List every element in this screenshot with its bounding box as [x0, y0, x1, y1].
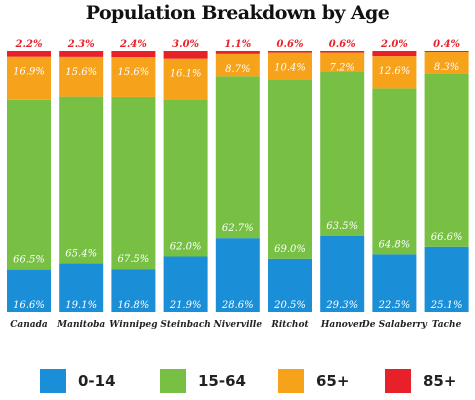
labels-layer: 16.6% 66.5% 16.9% 2.2% 19.1% 65.4% 15.6% 2.3% 16…	[13, 39, 462, 311]
category-label-de-salaberry: De Salaberry	[361, 320, 428, 330]
bar-segment-85+-hanover	[320, 51, 365, 53]
bar-segment-85+-steinbach	[163, 51, 208, 59]
bar-segment-85+-winnipeg	[111, 51, 156, 58]
legend-swatch-15-64	[160, 369, 186, 393]
legend-item-65+: 65+	[278, 368, 349, 394]
data-label-85+-manitoba: 2.3%	[67, 39, 95, 50]
data-label-15-64-de-salaberry: 64.8%	[379, 239, 411, 250]
data-label-85+-winnipeg: 2.4%	[119, 39, 147, 50]
data-label-15-64-hanover: 63.5%	[326, 221, 358, 232]
bar-segment-65+-de-salaberry	[372, 56, 417, 89]
data-label-0-14-canada: 16.6%	[13, 300, 45, 311]
legend-label-65+: 65+	[316, 372, 350, 390]
data-label-65+-manitoba: 15.6%	[65, 67, 97, 78]
data-label-65+-niverville: 8.7%	[225, 64, 250, 75]
bar-segment-65+-hanover	[320, 52, 365, 72]
category-label-tache: Tache	[432, 320, 462, 330]
legend-item-15-64: 15-64	[160, 368, 246, 394]
bar-segment-0-14-steinbach	[163, 256, 208, 312]
data-label-0-14-steinbach: 21.9%	[169, 300, 202, 311]
data-label-15-64-steinbach: 62.0%	[170, 242, 202, 253]
bar-segment-15-64-steinbach	[163, 99, 208, 257]
bar-segment-15-64-manitoba	[59, 96, 104, 264]
bar-segment-0-14-canada	[7, 269, 51, 312]
bar-segment-85+-ritchot	[268, 51, 312, 53]
legend-swatch-65+	[278, 369, 304, 393]
legend-label-0-14: 0-14	[78, 372, 116, 390]
bar-segment-15-64-winnipeg	[111, 96, 156, 270]
data-label-85+-niverville: 1.1%	[224, 39, 251, 50]
data-label-85+-canada: 2.2%	[15, 39, 43, 50]
bar-segment-0-14-manitoba	[59, 263, 104, 312]
category-label-winnipeg: Winnipeg	[109, 320, 157, 330]
bar-segment-65+-manitoba	[59, 56, 104, 97]
bar-segment-15-64-de-salaberry	[372, 88, 417, 255]
bar-segment-65+-canada	[7, 56, 51, 100]
category-labels: Canada Manitoba Winnipeg Steinbach Nivervill…	[10, 320, 461, 330]
category-label-ritchot: Ritchot	[270, 320, 309, 330]
bar-segment-85+-canada	[7, 51, 51, 57]
data-label-85+-ritchot: 0.6%	[277, 39, 304, 50]
data-label-0-14-manitoba: 19.1%	[65, 300, 97, 311]
data-label-65+-hanover: 7.2%	[329, 63, 354, 74]
chart-title: Population Breakdown by Age	[85, 2, 390, 24]
data-label-85+-hanover: 0.6%	[329, 39, 356, 50]
category-label-canada: Canada	[10, 320, 48, 330]
data-label-0-14-ritchot: 20.5%	[273, 300, 306, 311]
bar-segment-15-64-tache	[424, 73, 469, 247]
data-label-85+-steinbach: 3.0%	[172, 39, 199, 50]
bar-segment-85+-niverville	[215, 51, 260, 54]
data-label-15-64-canada: 66.5%	[13, 255, 45, 266]
bar-segment-65+-steinbach	[163, 58, 208, 100]
legend-label-15-64: 15-64	[198, 372, 246, 390]
bar-segment-15-64-niverville	[215, 76, 260, 239]
legend-item-85+: 85+	[385, 368, 456, 394]
data-label-85+-de-salaberry: 2.0%	[380, 39, 408, 50]
bar-segment-0-14-tache	[424, 246, 469, 312]
bar-segment-65+-tache	[424, 52, 469, 74]
data-label-15-64-tache: 66.6%	[431, 232, 463, 243]
data-label-0-14-de-salaberry: 22.5%	[378, 300, 411, 311]
bars-layer	[7, 51, 469, 312]
bar-segment-15-64-hanover	[320, 71, 365, 236]
bar-segment-85+-manitoba	[59, 51, 104, 57]
data-label-0-14-hanover: 29.3%	[325, 300, 358, 311]
data-label-15-64-manitoba: 65.4%	[65, 248, 97, 259]
data-label-15-64-winnipeg: 67.5%	[118, 254, 150, 265]
bar-segment-0-14-ritchot	[268, 258, 312, 312]
data-label-15-64-niverville: 62.7%	[222, 223, 254, 234]
data-label-85+-tache: 0.4%	[433, 39, 460, 50]
category-label-hanover: Hanover	[320, 320, 365, 330]
data-label-65+-de-salaberry: 12.6%	[379, 66, 411, 77]
bar-segment-85+-tache	[424, 51, 469, 53]
legend-swatch-85+	[385, 369, 411, 393]
category-label-niverville: Niverville	[213, 320, 263, 330]
bar-segment-15-64-canada	[7, 99, 51, 270]
bar-segment-0-14-de-salaberry	[372, 254, 417, 312]
legend: 0-14 15-64 65+ 85+	[0, 368, 475, 396]
bar-segment-65+-niverville	[215, 53, 260, 77]
data-label-65+-steinbach: 16.1%	[170, 69, 202, 80]
bar-segment-85+-de-salaberry	[372, 51, 417, 57]
legend-swatch-0-14	[40, 369, 66, 393]
data-label-0-14-winnipeg: 16.8%	[118, 300, 150, 311]
data-label-65+-tache: 8.3%	[434, 62, 459, 73]
bar-segment-0-14-hanover	[320, 235, 365, 312]
bar-segment-0-14-winnipeg	[111, 269, 156, 312]
category-label-steinbach: Steinbach	[160, 320, 211, 330]
data-label-65+-canada: 16.9%	[13, 67, 45, 78]
category-label-manitoba: Manitoba	[56, 320, 105, 330]
data-label-15-64-ritchot: 69.0%	[274, 244, 306, 255]
data-label-0-14-niverville: 28.6%	[221, 300, 254, 311]
data-label-65+-ritchot: 10.4%	[274, 63, 306, 74]
bar-segment-65+-ritchot	[268, 52, 312, 80]
data-label-65+-winnipeg: 15.6%	[118, 67, 150, 78]
bar-segment-65+-winnipeg	[111, 57, 156, 97]
bar-segment-15-64-ritchot	[268, 79, 312, 259]
data-label-0-14-tache: 25.1%	[430, 300, 463, 311]
bar-segment-0-14-niverville	[215, 238, 260, 312]
legend-item-0-14: 0-14	[40, 368, 116, 394]
legend-label-85+: 85+	[423, 372, 457, 390]
stacked-bar-chart: 16.6% 66.5% 16.9% 2.2% 19.1% 65.4% 15.6% 2.3% 16…	[7, 39, 469, 330]
